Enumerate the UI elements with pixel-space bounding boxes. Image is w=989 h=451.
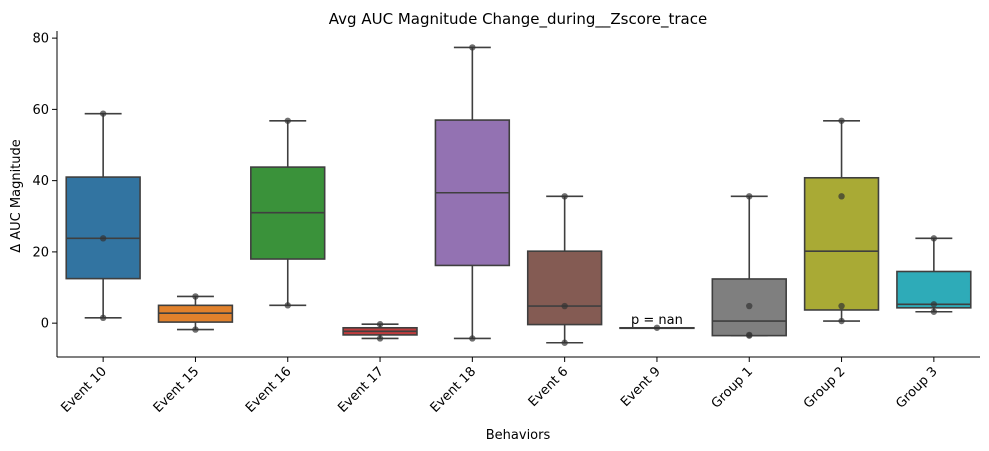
x-tick-label: Event 10 bbox=[58, 364, 110, 416]
x-tick-label: Event 15 bbox=[151, 364, 203, 416]
data-point bbox=[653, 324, 661, 331]
box-group bbox=[434, 44, 511, 342]
x-tick-label: Group 2 bbox=[801, 364, 848, 411]
data-point bbox=[284, 302, 291, 309]
box-group bbox=[65, 110, 141, 322]
y-axis-label: Δ AUC Magnitude bbox=[9, 139, 24, 253]
data-point bbox=[561, 193, 568, 200]
data-point bbox=[930, 308, 938, 315]
data-point bbox=[99, 314, 107, 322]
y-axis-ticks: 0 20 40 60 80 bbox=[32, 32, 57, 332]
x-tick-label: Event 17 bbox=[335, 364, 387, 416]
data-point bbox=[838, 317, 845, 325]
data-point bbox=[838, 302, 845, 310]
y-tick-label: 80 bbox=[32, 32, 49, 47]
box-group bbox=[896, 235, 972, 315]
x-tick-label: Group 1 bbox=[709, 364, 756, 411]
box-group bbox=[526, 193, 603, 346]
data-point bbox=[192, 326, 199, 333]
data-point bbox=[838, 117, 845, 124]
box bbox=[65, 176, 141, 280]
data-point bbox=[930, 235, 938, 242]
x-tick-label: Group 3 bbox=[893, 364, 940, 411]
data-point bbox=[838, 193, 845, 200]
y-tick-label: 60 bbox=[32, 103, 49, 118]
p-value-annotation: p = nan bbox=[631, 313, 683, 328]
y-tick-label: 40 bbox=[32, 174, 49, 189]
data-point bbox=[284, 117, 291, 124]
box bbox=[526, 250, 603, 326]
box-group bbox=[619, 324, 695, 331]
box-group bbox=[157, 293, 234, 333]
box-group bbox=[803, 117, 880, 325]
x-axis-ticks: Event 10 Event 15 Event 16 Event 17 Event 18… bbox=[58, 357, 941, 416]
x-tick-label: Event 18 bbox=[428, 364, 480, 416]
box-group bbox=[342, 321, 418, 342]
data-point bbox=[746, 331, 753, 339]
data-point bbox=[746, 193, 753, 200]
data-point bbox=[99, 235, 107, 242]
box-group bbox=[711, 193, 787, 339]
data-point bbox=[192, 293, 199, 300]
box bbox=[803, 176, 880, 311]
data-point bbox=[376, 321, 384, 328]
y-tick-label: 20 bbox=[32, 245, 49, 260]
data-point bbox=[99, 110, 107, 117]
box-group bbox=[250, 117, 326, 309]
data-point bbox=[469, 335, 476, 342]
data-point bbox=[561, 302, 568, 310]
x-tick-label: Event 6 bbox=[526, 364, 572, 410]
data-point bbox=[930, 301, 938, 308]
data-point bbox=[376, 335, 384, 342]
data-point bbox=[746, 302, 753, 310]
y-tick-label: 0 bbox=[41, 317, 49, 332]
x-tick-label: Event 9 bbox=[618, 364, 664, 410]
chart-title: Avg AUC Magnitude Change_during__Zscore_… bbox=[329, 10, 707, 29]
x-axis-label: Behaviors bbox=[486, 428, 551, 443]
data-point bbox=[469, 44, 476, 51]
data-point bbox=[561, 339, 568, 346]
x-tick-label: Event 16 bbox=[243, 364, 295, 416]
plot-area: p = nan bbox=[65, 44, 972, 346]
